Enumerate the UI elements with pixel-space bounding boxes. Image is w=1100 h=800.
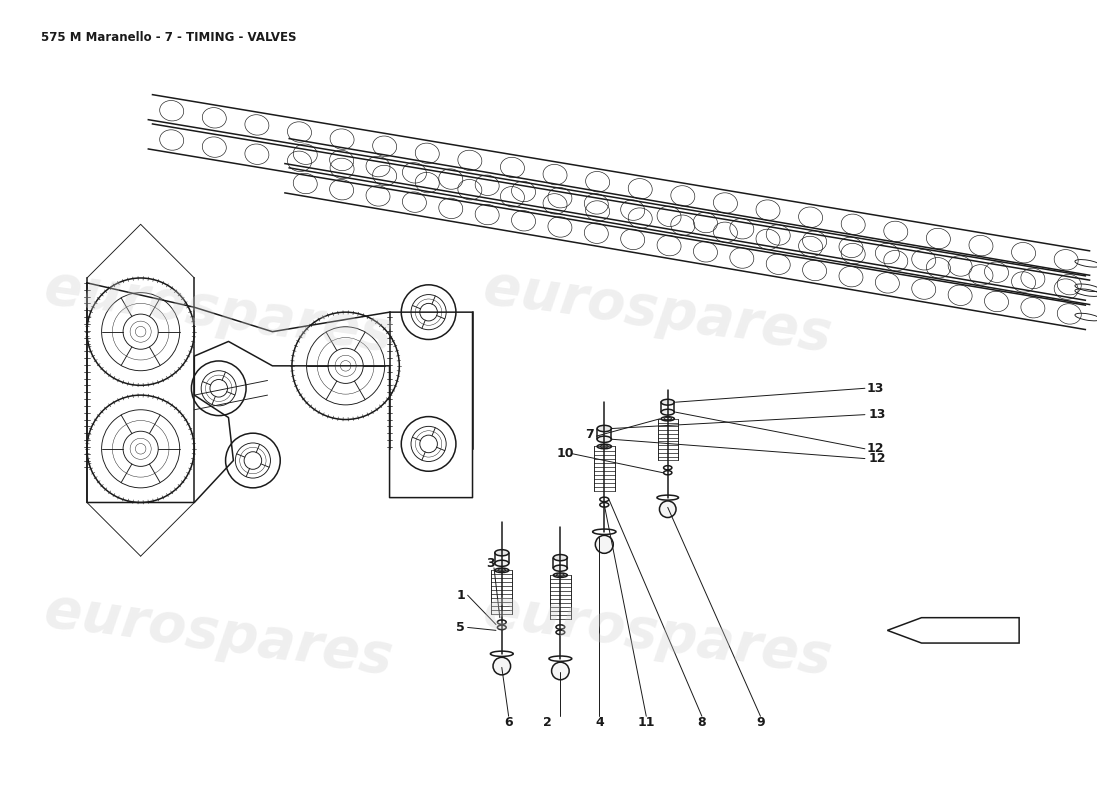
Text: 13: 13	[869, 408, 887, 421]
Text: eurospares: eurospares	[41, 261, 396, 363]
Text: 575 M Maranello - 7 - TIMING - VALVES: 575 M Maranello - 7 - TIMING - VALVES	[41, 31, 297, 44]
Text: eurospares: eurospares	[481, 583, 836, 686]
Text: 13: 13	[867, 382, 884, 394]
Circle shape	[659, 501, 676, 518]
Text: 1: 1	[456, 589, 465, 602]
Text: 10: 10	[557, 447, 574, 460]
Ellipse shape	[597, 436, 612, 442]
Text: 12: 12	[869, 452, 887, 465]
Circle shape	[551, 662, 569, 680]
Text: eurospares: eurospares	[481, 261, 836, 363]
Polygon shape	[888, 618, 1019, 643]
Ellipse shape	[495, 550, 509, 556]
Ellipse shape	[661, 410, 674, 415]
Text: 7: 7	[585, 428, 594, 441]
Text: 3: 3	[486, 558, 494, 570]
Text: 6: 6	[504, 716, 513, 729]
Text: 12: 12	[867, 442, 884, 455]
Circle shape	[493, 658, 510, 675]
Text: 11: 11	[638, 716, 654, 729]
Text: 5: 5	[456, 621, 465, 634]
Text: 2: 2	[543, 716, 552, 729]
Text: 9: 9	[756, 716, 764, 729]
Ellipse shape	[661, 399, 674, 405]
Ellipse shape	[597, 426, 612, 432]
Ellipse shape	[495, 560, 509, 566]
Text: eurospares: eurospares	[41, 583, 396, 686]
Text: 4: 4	[595, 716, 604, 729]
Ellipse shape	[553, 554, 568, 561]
Circle shape	[595, 535, 614, 554]
Ellipse shape	[553, 565, 568, 571]
Text: 8: 8	[697, 716, 706, 729]
